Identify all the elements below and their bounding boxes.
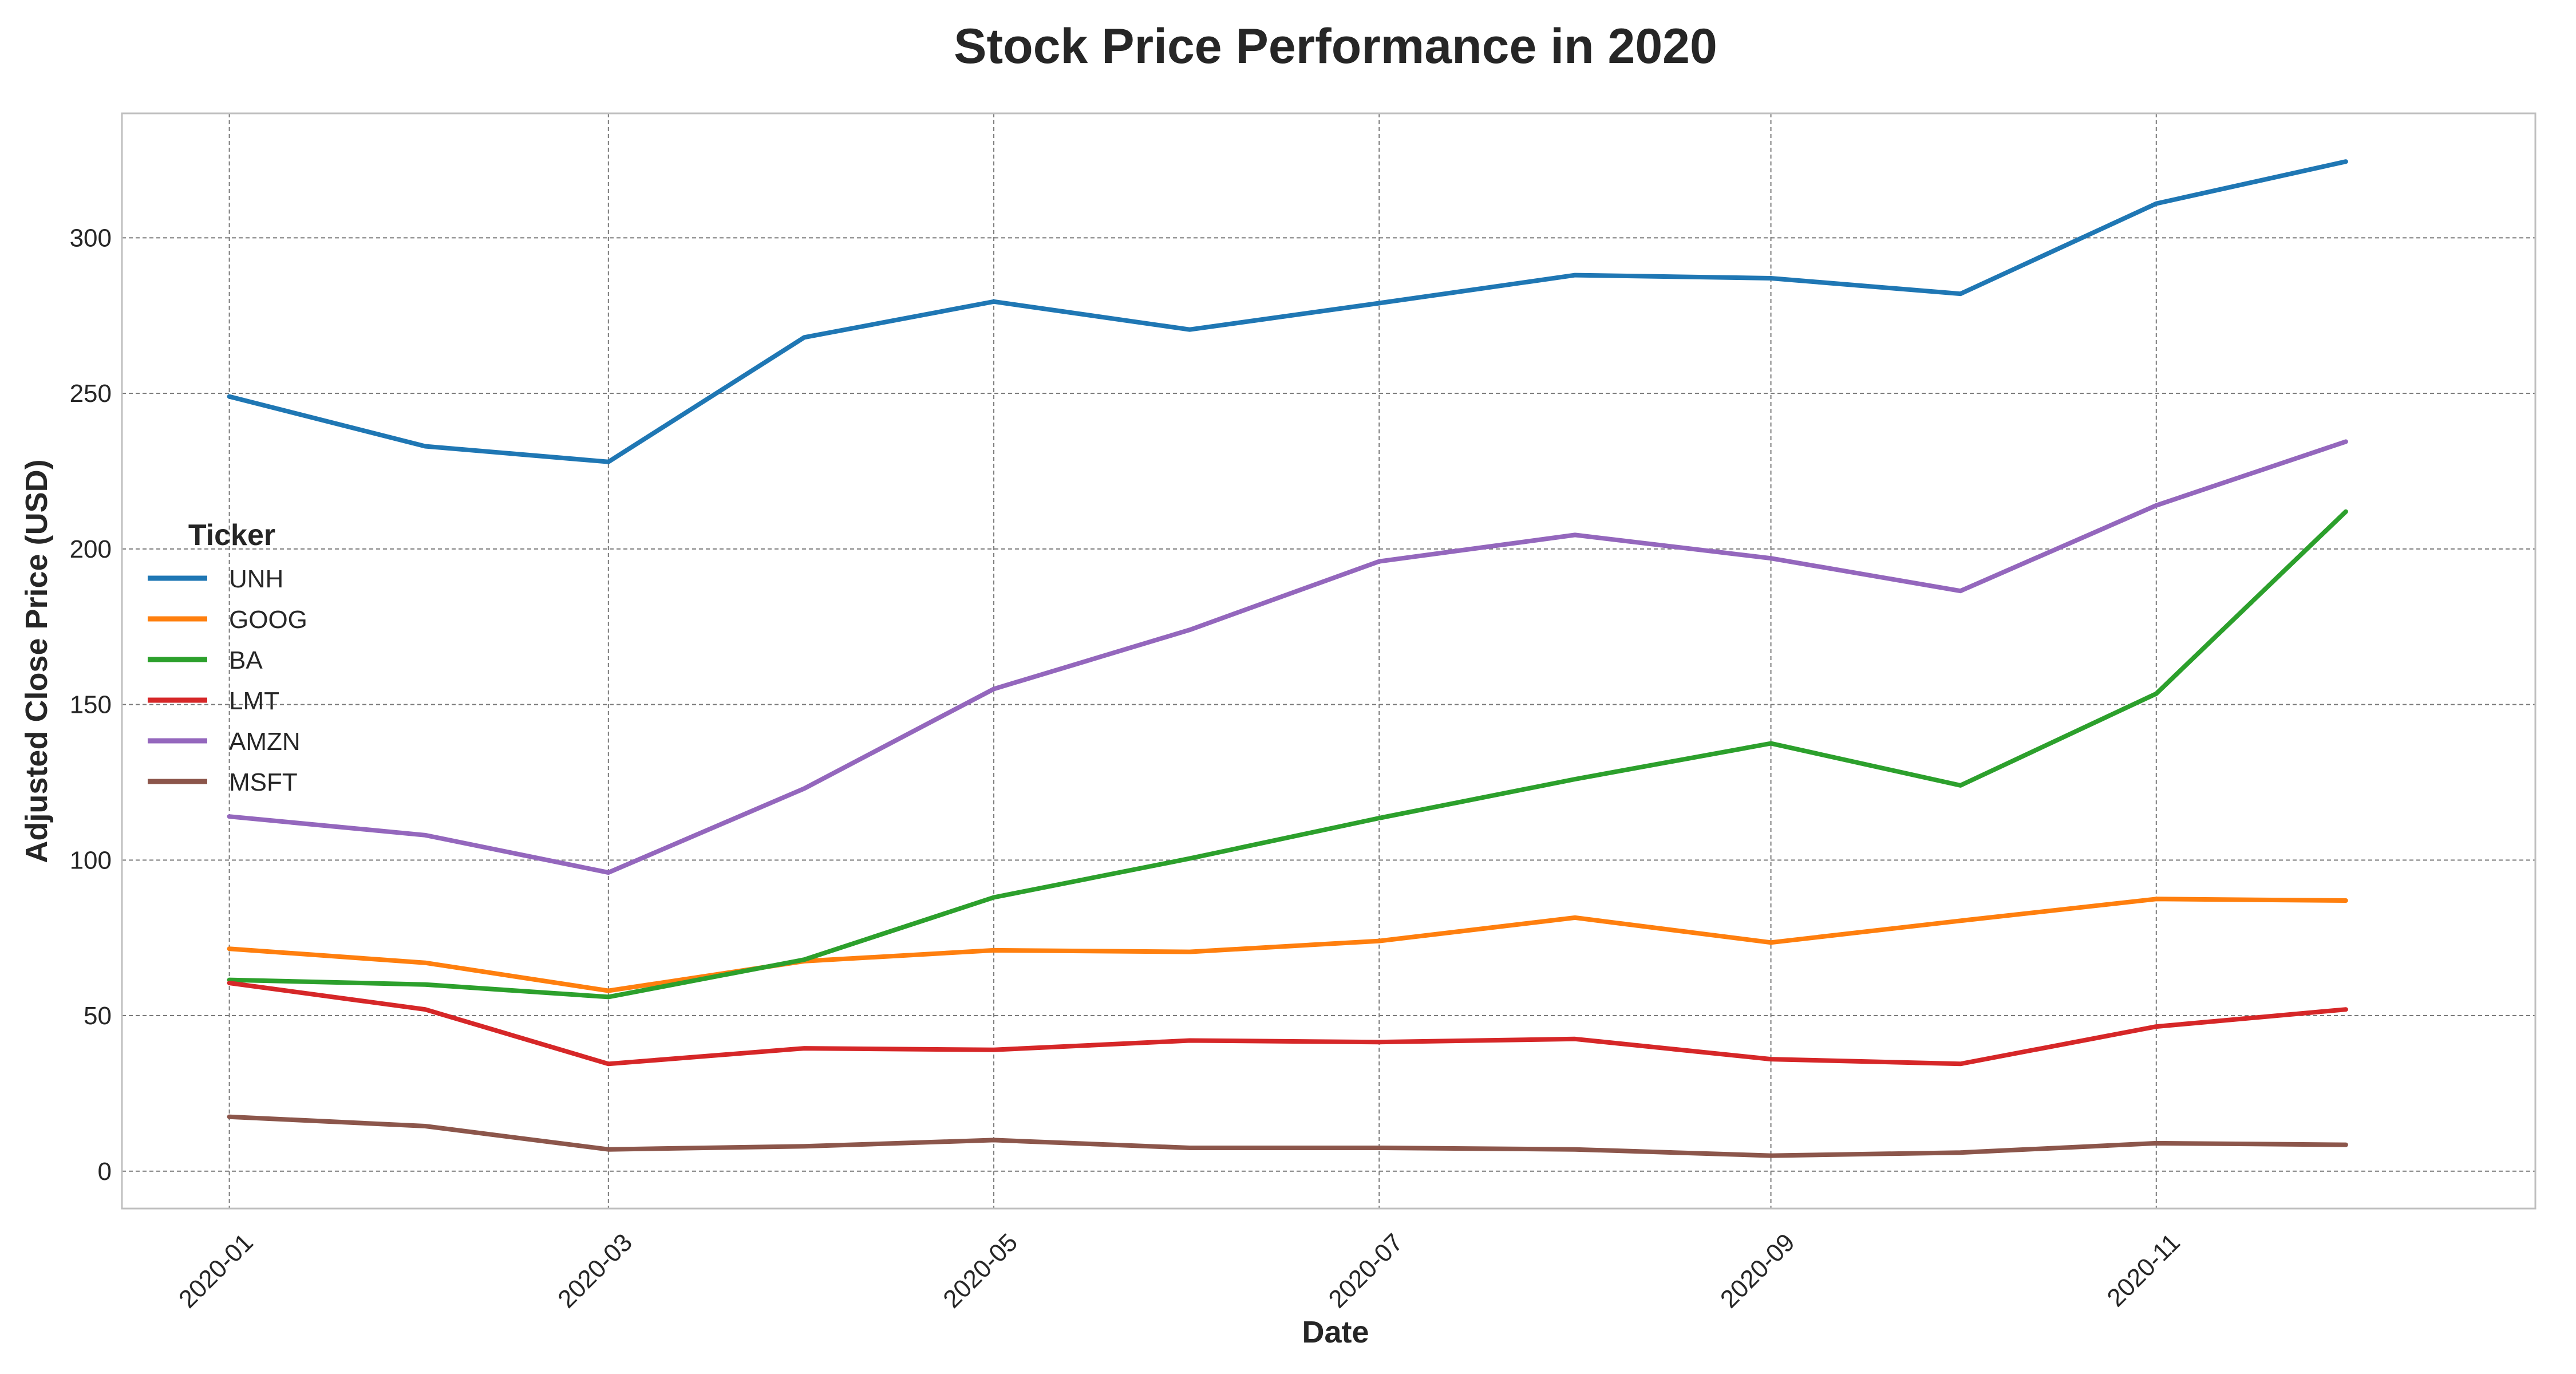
legend-label-amzn: AMZN (229, 728, 301, 756)
chart-title: Stock Price Performance in 2020 (954, 19, 1717, 74)
series-line-goog (227, 897, 2348, 993)
legend-label-ba: BA (229, 646, 263, 674)
x-axis-label: Date (1302, 1315, 1369, 1349)
series-line-unh (227, 159, 2348, 464)
x-tick-label: 2020-07 (1323, 1228, 1409, 1313)
legend-label-lmt: LMT (229, 687, 279, 715)
y-axis-ticks: 0 50 100 150 200 250 300 (70, 224, 112, 1185)
x-tick-label: 2020-03 (552, 1228, 638, 1313)
legend: Ticker UNH GOOG BA LMT AMZN MSFT (148, 519, 307, 796)
x-tick-label: 2020-09 (1715, 1228, 1800, 1313)
y-tick-label: 250 (70, 380, 112, 408)
x-axis-ticks: 2020-01 2020-03 2020-05 2020-07 2020-09 2020-… (173, 1228, 2186, 1313)
legend-title: Ticker (188, 519, 275, 552)
y-tick-label: 50 (84, 1002, 112, 1030)
legend-label-unh: UNH (229, 565, 283, 593)
grid (122, 113, 2535, 1209)
x-tick-label: 2020-11 (2101, 1228, 2186, 1312)
y-tick-label: 150 (70, 691, 112, 719)
series-line-amzn (227, 439, 2348, 875)
legend-label-goog: GOOG (229, 606, 307, 634)
y-tick-label: 200 (70, 535, 112, 563)
y-tick-label: 0 (98, 1158, 112, 1186)
series-line-lmt (227, 981, 2348, 1067)
y-axis-label: Adjusted Close Price (USD) (19, 459, 54, 863)
x-tick-label: 2020-05 (938, 1228, 1023, 1313)
y-tick-label: 300 (70, 224, 112, 252)
series-lines (227, 159, 2348, 1158)
y-tick-label: 100 (70, 846, 112, 874)
series-line-ba (227, 509, 2348, 1000)
plot-area (121, 112, 2537, 1210)
legend-label-msft: MSFT (229, 768, 298, 796)
x-tick-label: 2020-01 (173, 1228, 259, 1313)
series-line-msft (227, 1114, 2348, 1158)
